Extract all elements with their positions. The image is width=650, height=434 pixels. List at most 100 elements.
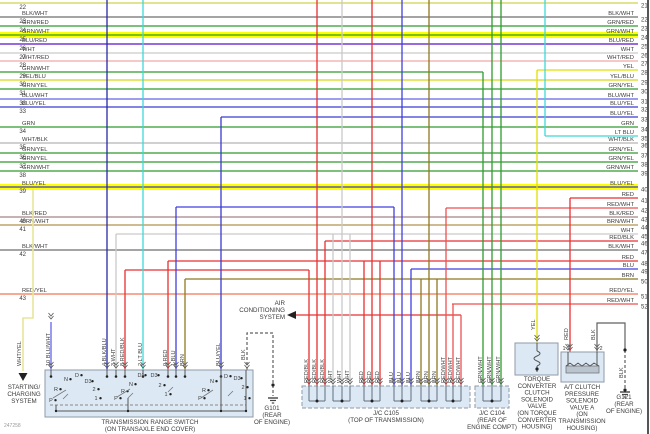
- svg-text:GRN: GRN: [22, 121, 35, 127]
- svg-text:35: 35: [19, 145, 26, 151]
- svg-text:28: 28: [19, 63, 26, 69]
- svg-text:32: 32: [641, 108, 648, 114]
- svg-text:CLUTCH: CLUTCH: [524, 390, 549, 397]
- system-texts: STARTING/CHARGINGSYSTEMAIRCONDITIONINGSY…: [7, 300, 642, 426]
- svg-text:N: N: [64, 377, 68, 383]
- svg-text:BLU: BLU: [397, 372, 403, 383]
- svg-text:RED: RED: [622, 192, 634, 198]
- svg-text:GRN/WHT: GRN/WHT: [22, 29, 50, 35]
- svg-text:27: 27: [19, 55, 26, 61]
- svg-text:SOLENOID: SOLENOID: [521, 396, 554, 403]
- svg-text:BLK/WHT: BLK/WHT: [608, 11, 634, 17]
- svg-text:N: N: [210, 379, 214, 385]
- svg-text:1: 1: [94, 396, 97, 402]
- svg-text:36: 36: [19, 155, 26, 161]
- svg-text:1 BLU: 1 BLU: [171, 350, 177, 366]
- svg-text:2: 2: [158, 383, 161, 389]
- svg-text:41: 41: [641, 199, 648, 205]
- svg-text:RED: RED: [375, 371, 381, 383]
- svg-text:HOUSING): HOUSING): [522, 424, 553, 431]
- highlight-bands: [0, 32, 638, 190]
- svg-text:BLU: BLU: [406, 372, 412, 383]
- svg-text:GRN: GRN: [621, 121, 634, 127]
- svg-text:BLK: BLK: [619, 367, 625, 378]
- svg-text:P: P: [49, 398, 53, 404]
- svg-text:42: 42: [641, 209, 648, 215]
- svg-text:LT BLU: LT BLU: [615, 130, 634, 136]
- svg-text:RED/WHT: RED/WHT: [441, 356, 447, 383]
- svg-text:SYSTEM: SYSTEM: [11, 398, 36, 405]
- svg-text:49: 49: [641, 270, 648, 276]
- svg-text:BRN: BRN: [424, 371, 430, 383]
- svg-text:WHT/BLK: WHT/BLK: [22, 137, 48, 143]
- svg-text:3 WHT: 3 WHT: [111, 348, 117, 366]
- svg-text:2: 2: [599, 346, 602, 352]
- svg-text:52: 52: [641, 305, 648, 311]
- svg-text:D: D: [75, 373, 79, 379]
- ground-symbols: [268, 391, 630, 404]
- svg-text:RED/WHT: RED/WHT: [456, 356, 462, 383]
- svg-text:(REAR OF: (REAR OF: [477, 417, 507, 424]
- svg-text:36: 36: [641, 144, 648, 150]
- svg-text:P: P: [198, 396, 202, 402]
- svg-text:50: 50: [641, 280, 648, 286]
- svg-text:RED/YEL: RED/YEL: [609, 288, 635, 294]
- svg-text:38: 38: [19, 173, 26, 179]
- svg-text:29: 29: [19, 74, 26, 80]
- svg-text:BLU/YEL: BLU/YEL: [22, 181, 47, 187]
- jc-bus-bars: [308, 386, 502, 403]
- svg-text:48: 48: [641, 262, 648, 268]
- svg-text:VALVE: VALVE: [527, 403, 546, 410]
- svg-text:GRN/WHT: GRN/WHT: [496, 356, 502, 383]
- svg-text:R: R: [121, 389, 125, 395]
- svg-text:A/T CLUTCH: A/T CLUTCH: [564, 384, 600, 391]
- svg-text:30: 30: [641, 90, 648, 96]
- svg-text:GRN/YEL: GRN/YEL: [609, 156, 635, 162]
- svg-text:BLK: BLK: [241, 349, 247, 360]
- svg-text:BLU/RED: BLU/RED: [609, 38, 634, 44]
- svg-text:WHT/RED: WHT/RED: [607, 55, 634, 61]
- svg-text:R: R: [202, 388, 206, 394]
- svg-text:GRN/WHT: GRN/WHT: [606, 29, 634, 35]
- svg-text:GRN/YEL: GRN/YEL: [609, 147, 635, 153]
- svg-text:31: 31: [641, 100, 648, 106]
- svg-text:2 LT BLU: 2 LT BLU: [138, 343, 144, 366]
- svg-text:45: 45: [641, 235, 648, 241]
- svg-text:40: 40: [19, 219, 26, 225]
- svg-text:TRANSMISSION RANGE SWITCH: TRANSMISSION RANGE SWITCH: [102, 419, 199, 426]
- svg-text:BLK/WHT: BLK/WHT: [22, 244, 48, 250]
- svg-text:BRN/WHT: BRN/WHT: [22, 219, 50, 225]
- svg-text:YEL: YEL: [623, 64, 635, 70]
- svg-text:31: 31: [19, 91, 26, 97]
- wire-rows: 22 21BLK/WHT23BLK/WHT22GRN/RED24GRN/RED23…: [0, 2, 648, 311]
- svg-text:32: 32: [19, 101, 26, 107]
- svg-text:21: 21: [641, 4, 648, 10]
- svg-text:(TOP OF TRANSMISSION): (TOP OF TRANSMISSION): [348, 417, 424, 424]
- svg-text:38: 38: [641, 163, 648, 169]
- svg-text:AIR: AIR: [275, 300, 286, 307]
- svg-text:GRN/RED: GRN/RED: [607, 20, 634, 26]
- svg-text:BLK/WHT: BLK/WHT: [608, 244, 634, 250]
- svg-text:WHT: WHT: [337, 370, 343, 383]
- svg-text:TORQUE: TORQUE: [524, 376, 550, 383]
- svg-text:R: R: [54, 387, 58, 393]
- svg-text:RED/BLK: RED/BLK: [312, 359, 318, 383]
- svg-text:BLU/YEL: BLU/YEL: [610, 101, 635, 107]
- svg-text:40: 40: [641, 188, 648, 194]
- svg-text:BLU: BLU: [389, 372, 395, 383]
- svg-text:J/C C104: J/C C104: [479, 410, 505, 417]
- svg-text:GRN/WHT: GRN/WHT: [22, 165, 50, 171]
- svg-text:2: 2: [92, 387, 95, 393]
- polyline-wires: [22, 189, 626, 396]
- svg-text:37: 37: [19, 164, 26, 170]
- svg-text:ENGINE COMPT): ENGINE COMPT): [467, 424, 517, 431]
- svg-text:BRN/WHT: BRN/WHT: [607, 219, 635, 225]
- blk-to-g101: [246, 332, 274, 396]
- svg-text:N: N: [129, 382, 133, 388]
- svg-text:RED: RED: [367, 371, 373, 383]
- svg-text:BLU/YEL: BLU/YEL: [610, 111, 635, 117]
- svg-text:26: 26: [641, 54, 648, 60]
